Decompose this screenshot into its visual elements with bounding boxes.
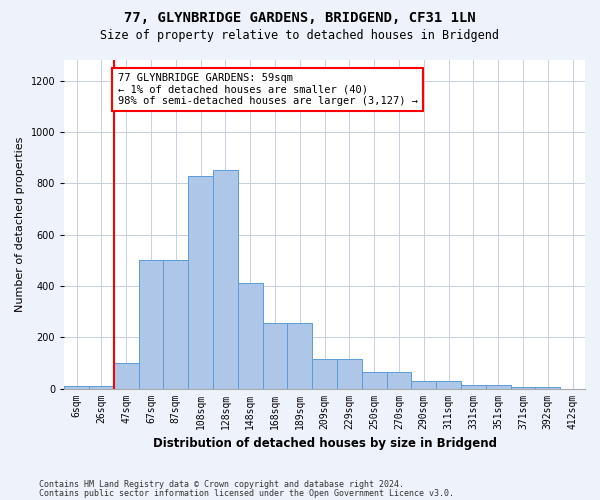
Bar [238,284,263,389]
Text: Contains HM Land Registry data © Crown copyright and database right 2024.: Contains HM Land Registry data © Crown c… [39,480,404,489]
Text: 77 GLYNBRIDGE GARDENS: 59sqm
← 1% of detached houses are smaller (40)
98% of sem: 77 GLYNBRIDGE GARDENS: 59sqm ← 1% of det… [118,73,418,106]
X-axis label: Distribution of detached houses by size in Bridgend: Distribution of detached houses by size … [152,437,497,450]
Bar [114,363,139,388]
Bar [287,323,312,388]
Bar [312,359,337,388]
Bar [263,323,287,388]
Bar [337,359,362,388]
Bar [139,260,163,388]
Bar [64,386,89,388]
Bar [362,372,386,388]
Text: Size of property relative to detached houses in Bridgend: Size of property relative to detached ho… [101,29,499,42]
Text: Contains public sector information licensed under the Open Government Licence v3: Contains public sector information licen… [39,489,454,498]
Bar [213,170,238,388]
Bar [386,372,412,388]
Text: 77, GLYNBRIDGE GARDENS, BRIDGEND, CF31 1LN: 77, GLYNBRIDGE GARDENS, BRIDGEND, CF31 1… [124,12,476,26]
Bar [163,260,188,388]
Bar [89,386,114,388]
Bar [436,381,461,388]
Y-axis label: Number of detached properties: Number of detached properties [15,136,25,312]
Bar [412,381,436,388]
Bar [486,385,511,388]
Bar [461,385,486,388]
Bar [188,176,213,388]
